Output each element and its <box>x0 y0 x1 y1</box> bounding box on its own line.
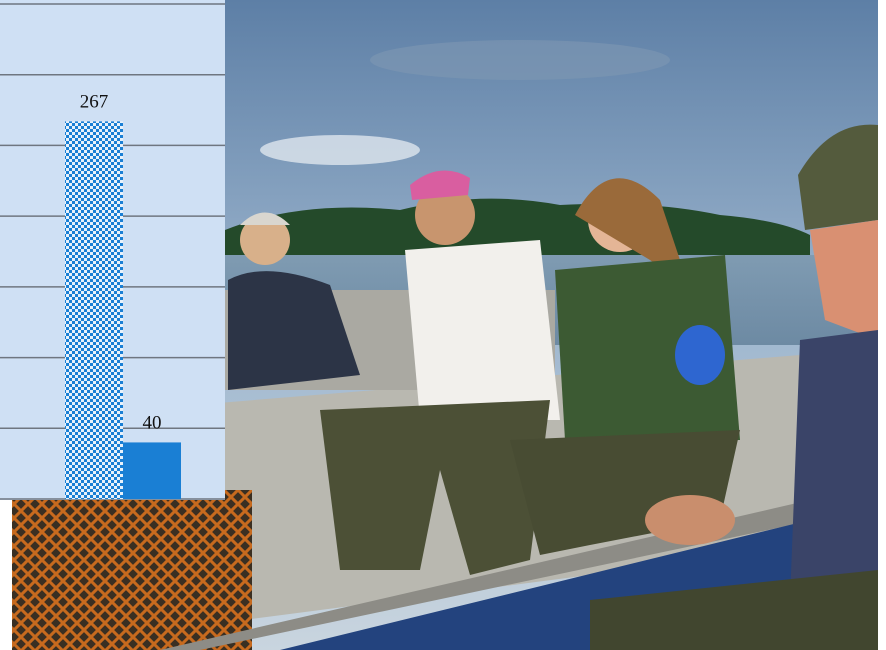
chart: 267 40 <box>0 3 225 500</box>
value-label: 40 <box>143 412 162 433</box>
value-label: 267 <box>80 91 109 112</box>
photo <box>12 0 878 650</box>
bar <box>123 442 181 499</box>
bar <box>65 121 123 499</box>
